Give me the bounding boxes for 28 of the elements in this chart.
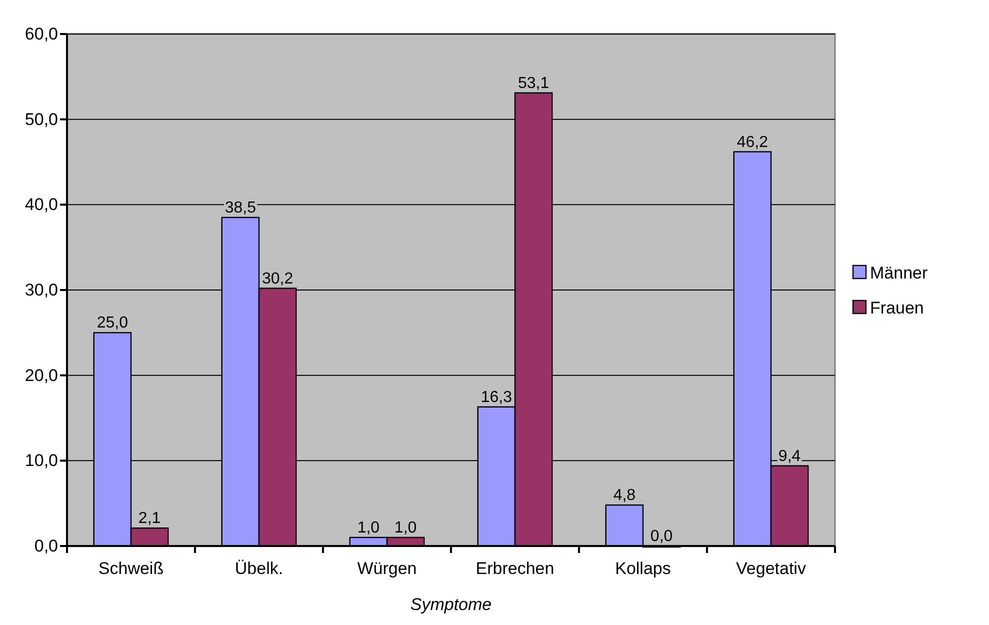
y-tick-label: 0,0 xyxy=(34,536,58,556)
x-tick-label: Würgen xyxy=(357,559,417,578)
legend-label: Frauen xyxy=(870,298,924,318)
x-axis-title: Symptome xyxy=(410,595,492,614)
legend-label: Männer xyxy=(870,264,928,282)
y-tick-label: 10,0 xyxy=(24,451,58,470)
data-label: 25,0 xyxy=(96,314,128,332)
data-label: 1,0 xyxy=(394,519,417,536)
data-label: 4,8 xyxy=(613,487,636,504)
y-tick-label: 40,0 xyxy=(24,195,58,214)
data-label: 2,1 xyxy=(138,510,161,528)
data-label: 46,2 xyxy=(736,134,768,151)
y-tick-label: 60,0 xyxy=(24,24,58,44)
data-label: 1,0 xyxy=(357,519,380,536)
data-label: 9,4 xyxy=(778,448,801,465)
y-tick-label: 50,0 xyxy=(24,110,58,129)
x-tick-label: Schweiß xyxy=(98,559,164,578)
x-tick-label: Vegetativ xyxy=(736,559,806,578)
data-label: 38,5 xyxy=(224,199,256,216)
data-label: 0,0 xyxy=(650,528,673,545)
data-label: 16,3 xyxy=(480,388,512,406)
data-label: 53,1 xyxy=(518,74,550,92)
x-tick-label: Kollaps xyxy=(615,559,671,578)
data-label: 30,2 xyxy=(262,270,294,288)
y-tick-label: 30,0 xyxy=(24,280,58,300)
x-tick-label: Erbrechen xyxy=(476,559,554,578)
x-tick-label: Übelk. xyxy=(234,559,284,578)
y-tick-label: 20,0 xyxy=(24,366,58,385)
